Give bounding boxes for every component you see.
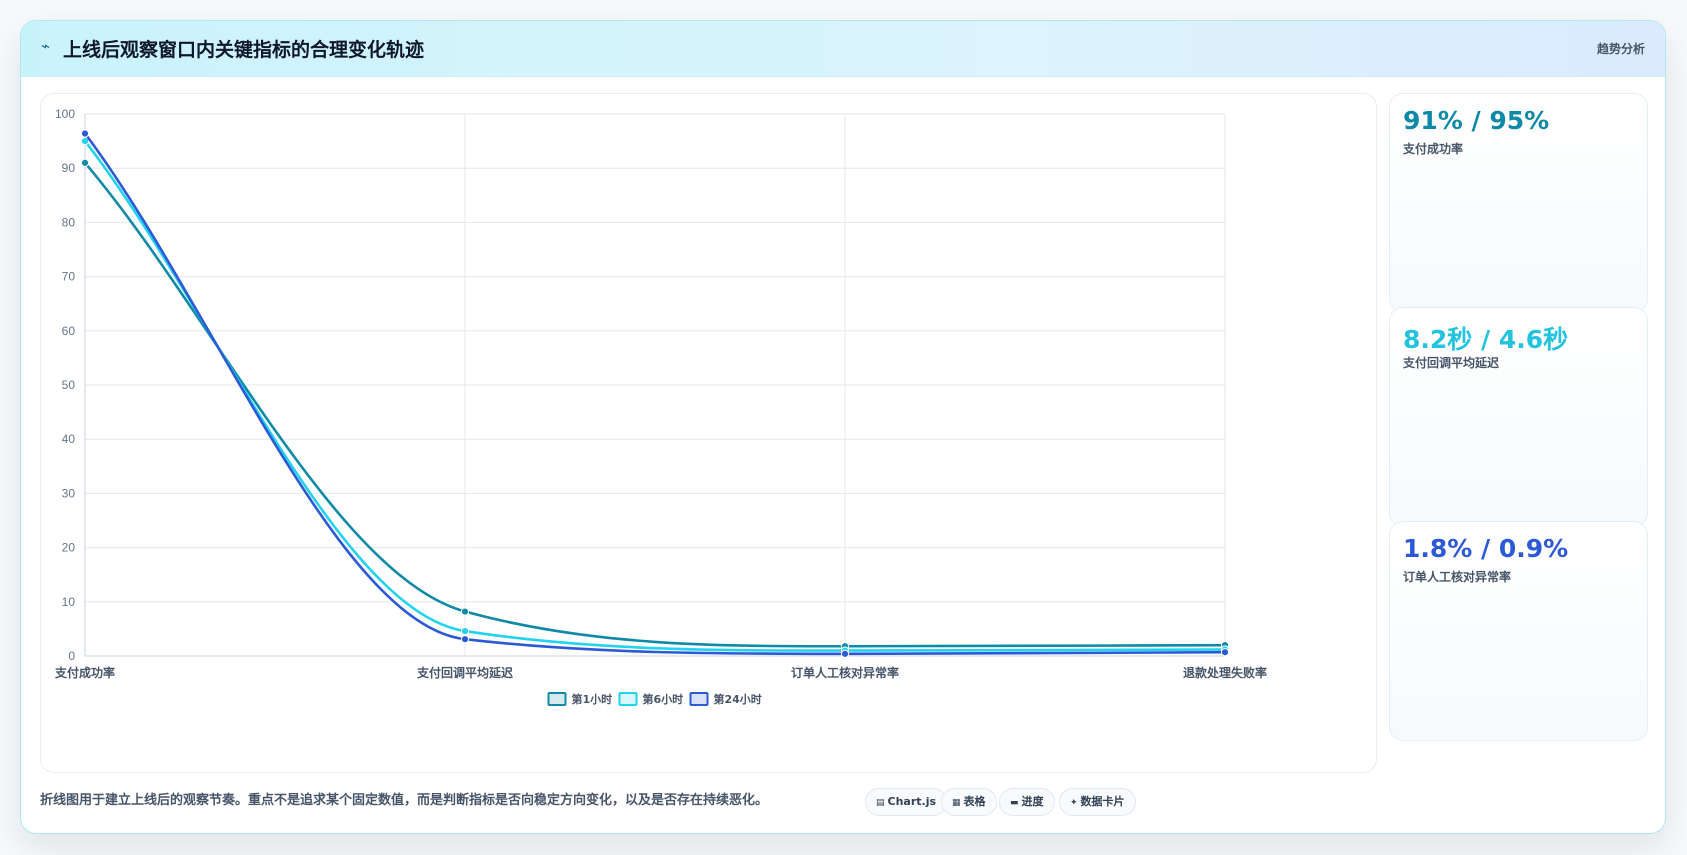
y-tick-label: 50 [62,378,76,392]
y-tick-label: 100 [55,107,75,121]
y-tick-label: 40 [62,432,76,446]
y-tick-label: 60 [62,324,76,338]
data-card-pill[interactable]: ✦ 数据卡片 [1059,788,1136,816]
metric-value: 8.2秒 / 4.6秒 [1403,325,1569,354]
progress-pill[interactable]: ▬ 进度 [999,788,1055,816]
data-point [80,158,90,167]
legend-label: 第1小时 [572,692,613,706]
sparkle-icon: ✦ [1070,798,1078,808]
metric-label: 支付成功率 [1403,142,1464,156]
series-line [83,132,1226,656]
data-point [460,607,470,616]
pill-label: 表格 [963,795,986,808]
metric-label: 支付回调平均延迟 [1403,356,1500,370]
panel-header: ⌁ 上线后观察窗口内关键指标的合理变化轨迹 趋势分析 [21,21,1665,77]
metric-card-success-rate: 91% / 95% 支付成功率 [1389,93,1648,313]
trend-panel: ⌁ 上线后观察窗口内关键指标的合理变化轨迹 趋势分析 0 10 20 30 40 50 60… [20,20,1666,834]
metric-label: 订单人工核对异常率 [1403,570,1512,584]
y-tick-label: 20 [62,541,76,555]
data-point [460,635,470,644]
y-tick-label: 90 [62,161,76,175]
pill-label: Chart.js [887,795,937,808]
pill-label: 进度 [1021,795,1044,808]
data-point [460,626,470,636]
y-tick-label: 70 [62,270,76,284]
legend-label: 第6小时 [643,692,684,706]
series-line [83,140,1226,652]
data-point [840,649,850,658]
y-tick-label: 30 [62,486,76,500]
progress-icon: ▬ [1010,798,1019,808]
y-tick-label: 0 [68,649,75,663]
legend-label: 第24小时 [714,692,762,706]
legend-swatch [547,692,567,706]
table-pill[interactable]: ▦ 表格 [941,788,997,816]
x-tick-label: 订单人工核对异常率 [791,665,899,680]
table-icon: ▦ [952,798,961,808]
chart-icon: ▤ [876,798,885,808]
footer-description: 折线图用于建立上线后的观察节奏。重点不是追求某个固定数值，而是判断指标是否向稳定… [40,793,769,808]
series-line [84,161,1226,648]
panel-tag: 趋势分析 [1596,42,1645,56]
x-tick-label: 支付回调平均延迟 [416,665,513,680]
chart-container: 0 10 20 30 40 50 60 70 80 90 100 支付成功率 支付回调平均延迟 订单人工核… [40,93,1377,773]
legend-swatch [689,692,709,706]
pill-label: 数据卡片 [1080,795,1125,808]
chartjs-pill[interactable]: ▤ Chart.js [865,788,948,816]
metric-value: 1.8% / 0.9% [1403,534,1569,563]
data-point [80,129,90,138]
metric-card-callback-latency: 8.2秒 / 4.6秒 支付回调平均延迟 [1389,307,1648,527]
panel-title: 上线后观察窗口内关键指标的合理变化轨迹 [63,39,425,61]
x-tick-label: 支付成功率 [54,665,115,680]
trend-icon: ⌁ [41,37,51,55]
data-point [1220,648,1230,657]
metric-value: 91% / 95% [1403,106,1550,135]
y-tick-label: 80 [62,215,76,229]
line-chart: 0 10 20 30 40 50 60 70 80 90 100 支付成功率 支付回调平均延迟 订单人工核… [54,107,1267,706]
metric-card-order-anomaly: 1.8% / 0.9% 订单人工核对异常率 [1389,521,1648,741]
x-tick-label: 退款处理失败率 [1183,665,1267,680]
legend-swatch [618,692,638,706]
y-tick-label: 10 [62,595,76,609]
